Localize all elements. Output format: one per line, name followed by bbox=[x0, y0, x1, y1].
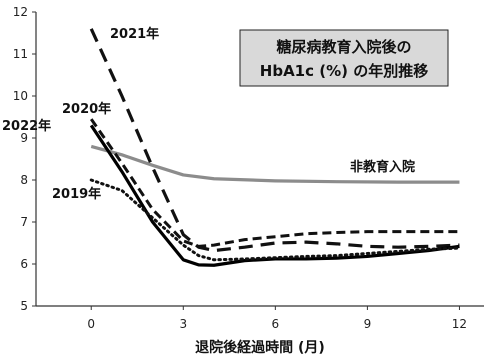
y-tick-label: 12 bbox=[13, 5, 28, 19]
series-lines bbox=[89, 28, 461, 267]
x-tick-label: 0 bbox=[87, 317, 95, 331]
series-label-2019: 2019年 bbox=[52, 186, 101, 202]
x-tick-label: 3 bbox=[179, 317, 187, 331]
series-label-2022: 2022年 bbox=[2, 118, 51, 134]
plot-area: 5 6 7 8 9 10 11 12 0 3 6 9 12 bbox=[13, 5, 484, 331]
y-tick-label: 11 bbox=[13, 47, 28, 61]
chart-title-box: 糖尿病教育入院後の HbA1c (%) の年別推移 bbox=[239, 29, 449, 87]
y-tick-label: 9 bbox=[20, 131, 28, 145]
chart-title-line-1: 糖尿病教育入院後の bbox=[276, 38, 411, 56]
y-tick-label: 6 bbox=[20, 257, 28, 271]
y-tick-label: 10 bbox=[13, 89, 28, 103]
series-line-2021 bbox=[89, 28, 460, 253]
y-tick-label: 7 bbox=[20, 215, 28, 229]
series-label-2020: 2020年 bbox=[62, 101, 111, 117]
series-line-2022 bbox=[89, 124, 460, 267]
y-axis-ticks: 5 6 7 8 9 10 11 12 bbox=[13, 5, 36, 313]
x-axis-title: 退院後経過時間 (月) bbox=[195, 339, 325, 356]
series-line-2019 bbox=[89, 178, 461, 262]
y-tick-label: 5 bbox=[20, 299, 28, 313]
series-line-non-education bbox=[90, 144, 460, 184]
series-label-2021: 2021年 bbox=[110, 26, 159, 42]
x-tick-label: 12 bbox=[452, 317, 467, 331]
x-axis-ticks: 0 3 6 9 12 bbox=[87, 306, 467, 331]
x-tick-label: 6 bbox=[272, 317, 280, 331]
x-tick-label: 9 bbox=[364, 317, 372, 331]
title-box-background bbox=[239, 29, 449, 87]
y-tick-label: 8 bbox=[20, 173, 28, 187]
chart-title-line-2: HbA1c (%) の年別推移 bbox=[260, 62, 428, 80]
series-label-non-education: 非教育入院 bbox=[350, 159, 415, 175]
series-line-2020 bbox=[89, 118, 460, 248]
